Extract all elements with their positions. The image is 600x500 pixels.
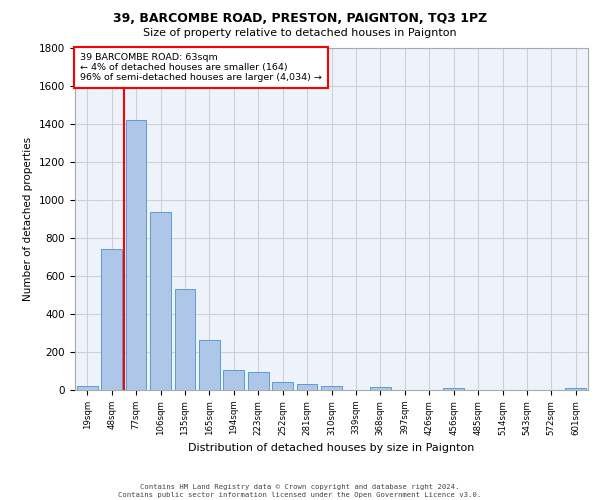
Bar <box>223 370 244 390</box>
Bar <box>150 212 171 390</box>
X-axis label: Distribution of detached houses by size in Paignton: Distribution of detached houses by size … <box>188 443 475 453</box>
Bar <box>565 388 586 390</box>
Bar <box>101 249 122 390</box>
Bar <box>321 386 342 390</box>
Bar <box>272 382 293 390</box>
Text: 39, BARCOMBE ROAD, PRESTON, PAIGNTON, TQ3 1PZ: 39, BARCOMBE ROAD, PRESTON, PAIGNTON, TQ… <box>113 12 487 26</box>
Bar <box>77 386 98 390</box>
Bar <box>125 120 146 390</box>
Y-axis label: Number of detached properties: Number of detached properties <box>23 136 34 301</box>
Bar <box>296 384 317 390</box>
Text: Contains HM Land Registry data © Crown copyright and database right 2024.
Contai: Contains HM Land Registry data © Crown c… <box>118 484 482 498</box>
Text: Size of property relative to detached houses in Paignton: Size of property relative to detached ho… <box>143 28 457 38</box>
Bar <box>443 388 464 390</box>
Bar <box>199 340 220 390</box>
Text: 39 BARCOMBE ROAD: 63sqm
← 4% of detached houses are smaller (164)
96% of semi-de: 39 BARCOMBE ROAD: 63sqm ← 4% of detached… <box>80 52 322 82</box>
Bar <box>370 387 391 390</box>
Bar <box>248 372 269 390</box>
Bar <box>175 289 196 390</box>
